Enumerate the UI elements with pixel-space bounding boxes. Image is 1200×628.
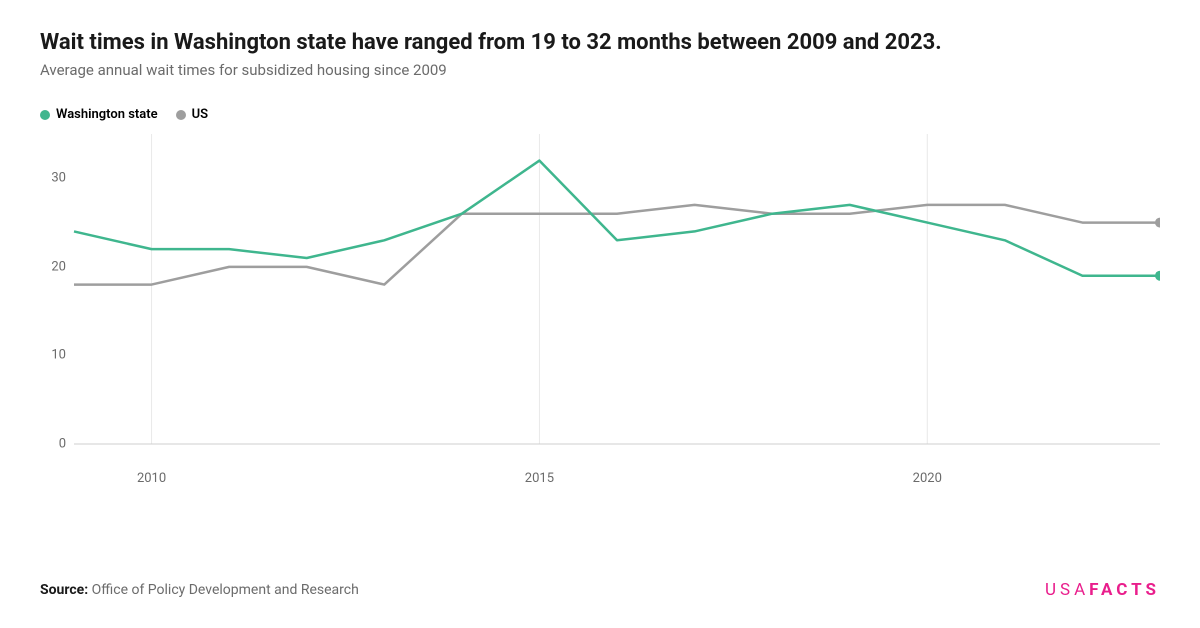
brand-part2: FACTS bbox=[1089, 580, 1160, 600]
source-text: Office of Policy Development and Researc… bbox=[92, 582, 359, 598]
source-line: Source: Office of Policy Development and… bbox=[40, 582, 359, 598]
y-tick-label: 10 bbox=[36, 348, 66, 363]
brand-logo: USAFACTS bbox=[1045, 580, 1160, 600]
footer: Source: Office of Policy Development and… bbox=[40, 580, 1160, 600]
y-tick-label: 0 bbox=[36, 437, 66, 452]
x-tick-label: 2015 bbox=[525, 471, 554, 486]
brand-part1: USA bbox=[1045, 580, 1089, 600]
x-tick-label: 2020 bbox=[913, 471, 942, 486]
series-end-dot-washington bbox=[1155, 271, 1160, 281]
legend: Washington state US bbox=[40, 107, 1160, 122]
chart-subtitle: Average annual wait times for subsidized… bbox=[40, 61, 1160, 79]
legend-label-washington: Washington state bbox=[56, 107, 158, 122]
chart-title: Wait times in Washington state have rang… bbox=[40, 30, 1160, 55]
legend-item-us: US bbox=[176, 107, 208, 122]
legend-dot-us bbox=[176, 110, 186, 120]
y-tick-label: 20 bbox=[36, 259, 66, 274]
legend-label-us: US bbox=[192, 107, 208, 122]
series-end-dot-us bbox=[1155, 218, 1160, 228]
legend-dot-washington bbox=[40, 110, 50, 120]
chart-area: 0102030 201020152020 bbox=[40, 134, 1160, 464]
chart-svg bbox=[40, 134, 1160, 464]
x-tick-label: 2010 bbox=[137, 471, 166, 486]
series-line-washington bbox=[74, 161, 1160, 276]
source-label: Source: bbox=[40, 582, 88, 598]
y-tick-label: 30 bbox=[36, 171, 66, 186]
legend-item-washington: Washington state bbox=[40, 107, 158, 122]
series-line-us bbox=[74, 205, 1160, 285]
